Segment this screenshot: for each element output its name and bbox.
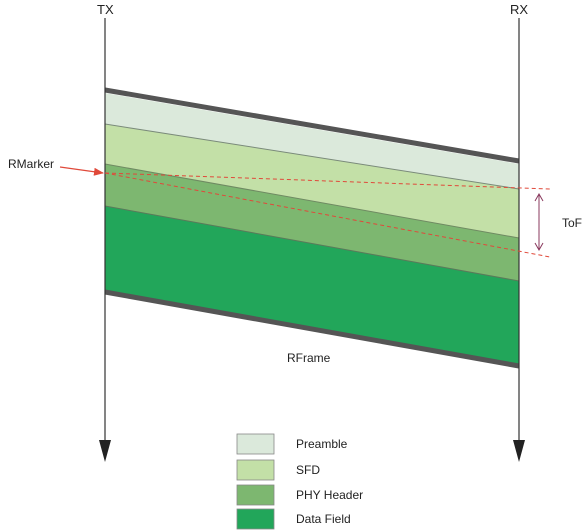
tof-label: ToF xyxy=(562,216,582,230)
band-data-field xyxy=(105,206,519,364)
legend-swatch-preamble xyxy=(236,433,275,455)
rframe-label: RFrame xyxy=(287,351,331,365)
tof-arrowhead-top xyxy=(534,192,544,202)
rmarker-dashed-line-upper xyxy=(104,172,551,190)
legend-label-data-field: Data Field xyxy=(296,512,351,526)
rmarker-label: RMarker xyxy=(8,157,54,171)
legend-label-sfd: SFD xyxy=(296,463,320,477)
boundary-sfd-phy xyxy=(104,163,520,239)
legend-label-phy-header: PHY Header xyxy=(296,488,363,502)
tof-arrowhead-bottom xyxy=(534,242,544,252)
frame-bottom-border xyxy=(104,289,520,369)
band-phy-header xyxy=(105,164,519,281)
legend: Preamble SFD PHY Header Data Field xyxy=(236,433,363,530)
legend-label-preamble: Preamble xyxy=(296,437,348,451)
band-preamble xyxy=(105,93,519,189)
tx-label: TX xyxy=(97,2,114,17)
rx-label: RX xyxy=(510,2,528,17)
legend-swatch-phy-header xyxy=(236,484,275,506)
rmarker-dashed-line-lower xyxy=(104,172,551,258)
boundary-phy-data xyxy=(104,205,520,282)
boundary-preamble-sfd xyxy=(104,123,520,190)
band-sfd xyxy=(105,124,519,238)
legend-swatch-sfd xyxy=(236,459,275,481)
tx-arrowhead xyxy=(99,440,111,462)
legend-swatch-data-field xyxy=(236,508,275,530)
rmarker-arrow xyxy=(59,166,104,176)
rx-arrowhead xyxy=(513,440,525,462)
frame-top-border xyxy=(104,87,520,164)
